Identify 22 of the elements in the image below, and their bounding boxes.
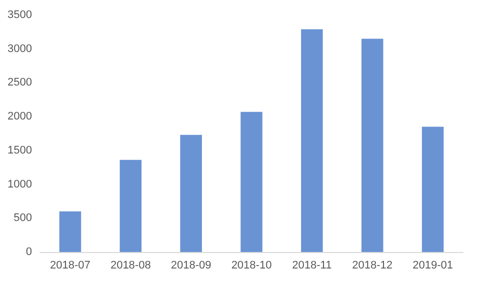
y-tick-label: 1000 [8, 178, 32, 190]
x-tick-label: 2018-08 [110, 260, 151, 272]
x-tick-label: 2018-11 [292, 260, 332, 272]
bar [120, 160, 142, 252]
y-tick-label: 2500 [8, 76, 32, 89]
y-tick-label: 0 [26, 246, 32, 258]
bar [422, 126, 444, 252]
x-tick-label: 2018-07 [50, 260, 90, 272]
bar [240, 112, 262, 252]
bar [361, 38, 384, 252]
y-tick-label: 2000 [8, 110, 32, 123]
y-tick-label: 1500 [8, 144, 32, 156]
bar [180, 134, 202, 252]
x-tick-label: 2018-10 [231, 260, 272, 272]
bar [59, 211, 82, 252]
y-tick-label: 3500 [8, 9, 32, 21]
bar [301, 29, 323, 252]
x-tick-label: 2018-09 [170, 260, 212, 272]
y-tick-label: 3000 [8, 42, 32, 55]
x-tick-label: 2019-01 [412, 260, 453, 272]
x-tick-label: 2018-12 [352, 260, 393, 272]
y-tick-label: 500 [14, 212, 32, 224]
